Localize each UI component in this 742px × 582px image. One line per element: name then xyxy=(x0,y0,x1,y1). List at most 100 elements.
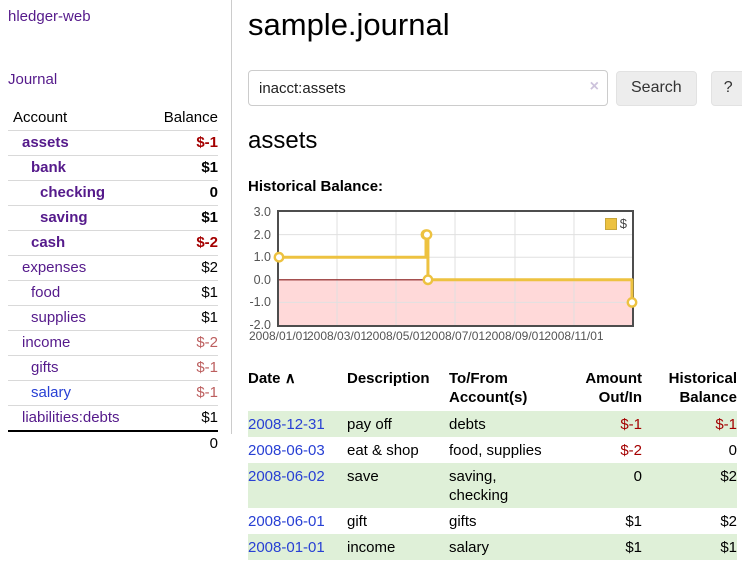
transaction-amount: $-1 xyxy=(620,416,642,433)
account-link-expenses[interactable]: expenses xyxy=(22,259,87,276)
sidebar: hledger-web Journal Account Balance asse… xyxy=(8,8,220,456)
accounts-total-row: 0 xyxy=(8,430,218,456)
accounts-header-row: Account Balance xyxy=(8,106,218,131)
register-table: Date ∧ Description To/From Account(s) Am… xyxy=(248,366,737,560)
account-row: income $-2 xyxy=(8,330,218,356)
transaction-balance: 0 xyxy=(728,442,737,459)
transaction-description: income xyxy=(347,539,396,556)
sidebar-item-journal[interactable]: Journal xyxy=(8,71,58,88)
transaction-date-link[interactable]: 2008-06-02 xyxy=(248,468,325,485)
account-row: gifts $-1 xyxy=(8,355,218,381)
transaction-balance: $2 xyxy=(720,468,737,485)
transaction-balance: $2 xyxy=(720,513,737,530)
main-content: sample.journal × Search ? assets Histori… xyxy=(248,6,742,560)
x-axis-tick-label: 2008/09/01 xyxy=(484,329,545,343)
account-row: salary $-1 xyxy=(8,380,218,406)
x-axis-tick-label: 2008/01/01 xyxy=(248,329,310,343)
register-header-date[interactable]: Date ∧ xyxy=(248,366,347,411)
account-row: checking 0 xyxy=(8,180,218,206)
y-axis-tick-label: -2.0 xyxy=(249,318,271,332)
account-link-saving[interactable]: saving xyxy=(40,209,88,226)
chart-legend: $ xyxy=(604,216,627,231)
accounts-table: Account Balance assets $-1 bank $1 check… xyxy=(8,106,218,456)
account-link-salary[interactable]: salary xyxy=(31,384,72,401)
account-row: assets $-1 xyxy=(8,130,218,156)
account-link-income[interactable]: income xyxy=(22,334,71,351)
search-button[interactable]: Search xyxy=(616,70,697,106)
account-balance: $1 xyxy=(149,280,218,306)
register-row: 2008-12-31 pay off debts $-1 $-1 xyxy=(248,411,737,437)
y-axis-tick-label: 0.0 xyxy=(253,272,271,287)
search-box: × xyxy=(248,70,608,106)
register-header-amount: Amount Out/In xyxy=(585,370,642,406)
legend-swatch-icon xyxy=(604,217,617,230)
transaction-balance: $1 xyxy=(720,539,737,556)
search-input[interactable] xyxy=(248,70,608,106)
accounts-header-account: Account xyxy=(8,106,150,131)
transaction-description: eat & shop xyxy=(347,442,419,459)
transaction-date-link[interactable]: 2008-06-01 xyxy=(248,513,325,530)
transaction-date-link[interactable]: 2008-12-31 xyxy=(248,416,325,433)
chart-x-axis: 2008/01/01 2008/03/01 2008/05/01 2008/07/01… xyxy=(249,329,634,347)
account-row: cash $-2 xyxy=(8,230,218,256)
legend-label: $ xyxy=(619,216,627,231)
account-link-cash[interactable]: cash xyxy=(31,234,66,251)
register-row: 2008-01-01 income salary $1 $1 xyxy=(248,534,737,560)
account-balance: $1 xyxy=(149,305,218,331)
account-balance: 0 xyxy=(149,180,218,206)
account-balance: $-1 xyxy=(149,380,218,406)
date-header-label: Date xyxy=(248,370,281,387)
x-axis-tick-label: 2008/11/01 xyxy=(544,329,604,343)
account-heading: assets xyxy=(248,127,318,154)
transaction-amount: $1 xyxy=(625,539,642,556)
account-row: supplies $1 xyxy=(8,305,218,331)
page-title: sample.journal xyxy=(248,7,450,42)
clear-search-icon[interactable]: × xyxy=(589,78,599,95)
y-axis-tick-label: 1.0 xyxy=(253,250,271,265)
account-balance: $1 xyxy=(149,405,218,432)
account-link-food[interactable]: food xyxy=(31,284,61,301)
x-axis-tick-label: 2008/05/01 xyxy=(365,329,427,343)
register-header-tofrom: To/From Account(s) xyxy=(449,370,528,406)
account-balance: $1 xyxy=(149,155,218,181)
account-balance: $-1 xyxy=(149,130,218,156)
transaction-amount: 0 xyxy=(633,468,642,485)
sidebar-divider xyxy=(231,0,232,434)
account-balance: $-2 xyxy=(149,230,218,256)
chart-plot-area: $ xyxy=(273,210,638,327)
transaction-date-link[interactable]: 2008-06-03 xyxy=(248,442,325,459)
transaction-accounts: gifts xyxy=(449,513,477,530)
account-row: bank $1 xyxy=(8,155,218,181)
y-axis-tick-label: 3.0 xyxy=(253,205,271,219)
transaction-accounts: salary xyxy=(449,539,490,556)
account-balance: $2 xyxy=(149,255,218,281)
transaction-accounts: debts xyxy=(449,416,486,433)
app-title-link[interactable]: hledger-web xyxy=(8,8,91,25)
help-button[interactable]: ? xyxy=(710,70,742,106)
register-header-row: Date ∧ Description To/From Account(s) Am… xyxy=(248,366,737,411)
chart-y-axis: 3.0 2.0 1.0 0.0 -1.0 -2.0 xyxy=(248,205,277,332)
transaction-balance: $-1 xyxy=(715,416,737,433)
transaction-amount: $-2 xyxy=(620,442,642,459)
transaction-accounts: food, supplies xyxy=(449,442,542,459)
account-balance: $1 xyxy=(149,205,218,231)
account-row: liabilities:debts $1 xyxy=(8,405,218,432)
y-axis-tick-label: 2.0 xyxy=(253,227,271,242)
account-link-assets[interactable]: assets xyxy=(22,134,69,151)
account-link-checking[interactable]: checking xyxy=(40,184,106,201)
transaction-date-link[interactable]: 2008-01-01 xyxy=(248,539,325,556)
account-link-bank[interactable]: bank xyxy=(31,159,67,176)
transaction-description: pay off xyxy=(347,416,392,433)
account-row: food $1 xyxy=(8,280,218,306)
search-form: × Search ? xyxy=(248,70,742,106)
account-link-supplies[interactable]: supplies xyxy=(31,309,87,326)
x-axis-tick-label: 2008/07/01 xyxy=(424,329,486,343)
register-row: 2008-06-03 eat & shop food, supplies $-2… xyxy=(248,437,737,463)
chart-title: Historical Balance: xyxy=(248,178,384,195)
transaction-accounts: saving, checking xyxy=(449,468,509,504)
y-axis-tick-label: -1.0 xyxy=(249,295,271,310)
account-link-gifts[interactable]: gifts xyxy=(31,359,59,376)
account-link-liabilities-debts[interactable]: liabilities:debts xyxy=(22,409,120,426)
transaction-description: gift xyxy=(347,513,368,530)
